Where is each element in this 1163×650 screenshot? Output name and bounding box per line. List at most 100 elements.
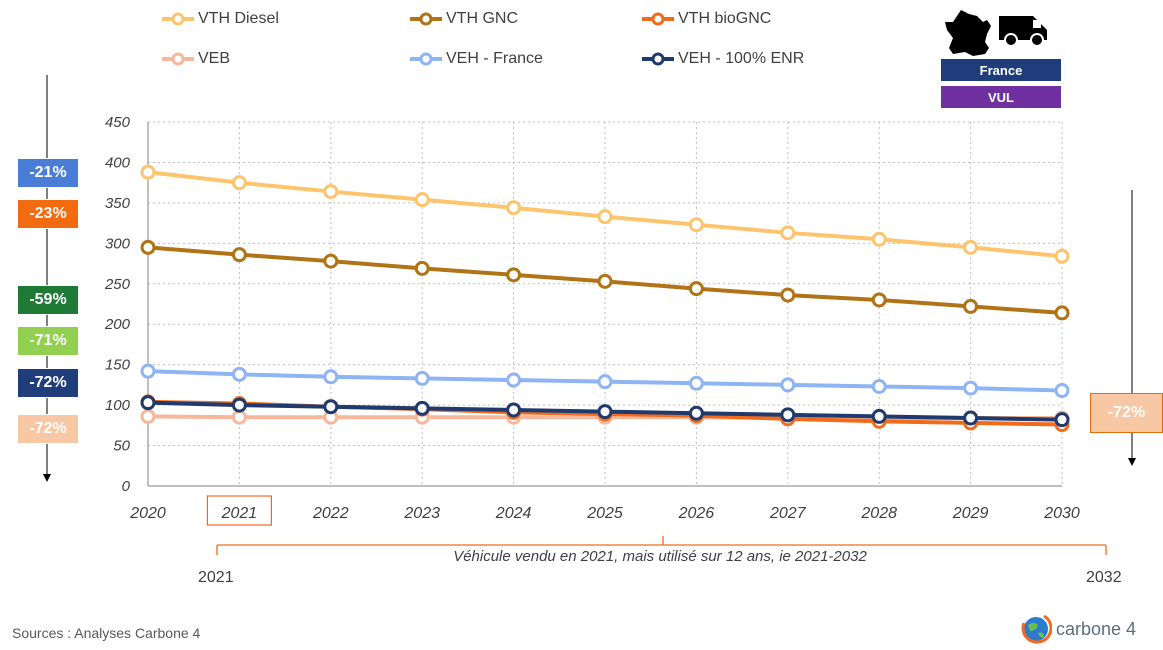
reduction-badge: -72% <box>17 414 79 444</box>
y-tick-label: 100 <box>105 397 131 414</box>
span-bracket-line <box>216 536 1107 555</box>
data-point <box>780 287 796 303</box>
legend-item: VTH GNC <box>408 10 518 28</box>
france-map-icon <box>945 10 991 56</box>
data-point <box>963 298 979 314</box>
brand-name: carbone 4 <box>1056 618 1137 639</box>
data-point <box>140 395 156 411</box>
x-tick-label: 2021 <box>221 505 258 522</box>
y-tick-label: 0 <box>122 478 131 495</box>
data-point <box>688 217 704 233</box>
data-point <box>780 377 796 393</box>
legend-label: VTH bioGNC <box>678 10 772 27</box>
data-point <box>231 175 247 191</box>
country-tag: France <box>941 59 1061 81</box>
sources-note: Sources : Analyses Carbone 4 <box>12 625 201 641</box>
legend-label: VTH GNC <box>446 10 518 27</box>
data-point <box>871 292 887 308</box>
data-point <box>414 260 430 276</box>
legend-label: VEH - 100% ENR <box>678 50 805 67</box>
data-point <box>506 200 522 216</box>
legend-swatch <box>642 52 674 66</box>
data-point <box>688 281 704 297</box>
data-point <box>597 374 613 390</box>
series-vth-gnc <box>140 239 1070 321</box>
x-tick-label: 2028 <box>860 505 897 522</box>
data-point <box>871 408 887 424</box>
legend-swatch <box>162 12 194 26</box>
data-point <box>1054 383 1070 399</box>
carbone4-globe-icon <box>1021 614 1052 644</box>
series-veh-100-enr <box>140 395 1070 428</box>
x-tick-label: 2029 <box>952 505 989 522</box>
data-point <box>688 405 704 421</box>
y-tick-label: 400 <box>105 154 131 171</box>
reduction-badge: -71% <box>17 326 79 356</box>
data-point <box>323 184 339 200</box>
y-tick-label: 300 <box>105 235 131 252</box>
legend-swatch <box>410 52 442 66</box>
data-point <box>506 372 522 388</box>
right-reduction-box: -72% <box>1090 393 1163 433</box>
data-point <box>963 239 979 255</box>
legend-item: VEH - 100% ENR <box>640 50 804 68</box>
data-point <box>1054 305 1070 321</box>
data-point <box>323 253 339 269</box>
span-end-year: 2032 <box>1086 569 1122 586</box>
data-point <box>597 404 613 420</box>
left-arrow-head <box>43 474 51 482</box>
data-point <box>1054 412 1070 428</box>
x-tick-label: 2022 <box>312 505 349 522</box>
data-point <box>414 370 430 386</box>
x-tick-label: 2023 <box>403 505 440 522</box>
data-point <box>780 407 796 423</box>
y-tick-label: 50 <box>113 438 130 455</box>
reduction-badge: -21% <box>17 158 79 188</box>
x-tick-label: 2020 <box>129 505 166 522</box>
data-point <box>871 231 887 247</box>
country-map-icon-wrap <box>943 8 995 63</box>
span-start-year: 2021 <box>198 569 234 586</box>
legend-swatch <box>410 12 442 26</box>
data-point <box>231 409 247 425</box>
data-point <box>140 408 156 424</box>
chart-axes: 0 50 100 150 200 250 300 350 400 450 2020 2021 2022 2… <box>104 114 1080 526</box>
data-point <box>414 192 430 208</box>
data-point <box>871 379 887 395</box>
van-icon <box>999 16 1047 47</box>
x-tick-label: 2024 <box>495 505 532 522</box>
y-tick-label: 150 <box>105 357 131 374</box>
x-tick-label: 2025 <box>586 505 623 522</box>
vehicle-icon-wrap <box>997 12 1053 53</box>
data-point <box>414 400 430 416</box>
x-tick-label: 2030 <box>1043 505 1080 522</box>
legend-item: VEH - France <box>408 50 543 68</box>
data-point <box>688 375 704 391</box>
data-point <box>963 410 979 426</box>
data-point <box>231 397 247 413</box>
data-point <box>323 369 339 385</box>
legend-item: VTH bioGNC <box>640 10 771 28</box>
reduction-badge: -59% <box>17 285 79 315</box>
vehicle-type-tag: VUL <box>941 86 1061 108</box>
data-point <box>506 267 522 283</box>
data-point <box>323 399 339 415</box>
reduction-badge: -23% <box>17 199 79 229</box>
data-point <box>140 239 156 255</box>
data-point <box>963 380 979 396</box>
chart-legend: VTH Diesel VTH GNC VTH bioGNC VEB VEH - Fran… <box>160 10 880 80</box>
data-point <box>140 363 156 379</box>
reduction-badge: -72% <box>17 368 79 398</box>
series-vth-diesel <box>140 164 1070 264</box>
y-tick-label: 250 <box>104 276 131 293</box>
data-point <box>780 225 796 241</box>
data-point <box>597 273 613 289</box>
chart-series <box>140 164 1070 433</box>
brand-logo: carbone 4 <box>1020 613 1136 645</box>
x-tick-label: 2027 <box>769 505 807 522</box>
right-arrow-head <box>1128 458 1136 466</box>
data-point <box>1054 248 1070 264</box>
data-point <box>506 402 522 418</box>
series-veh-france <box>140 363 1070 399</box>
